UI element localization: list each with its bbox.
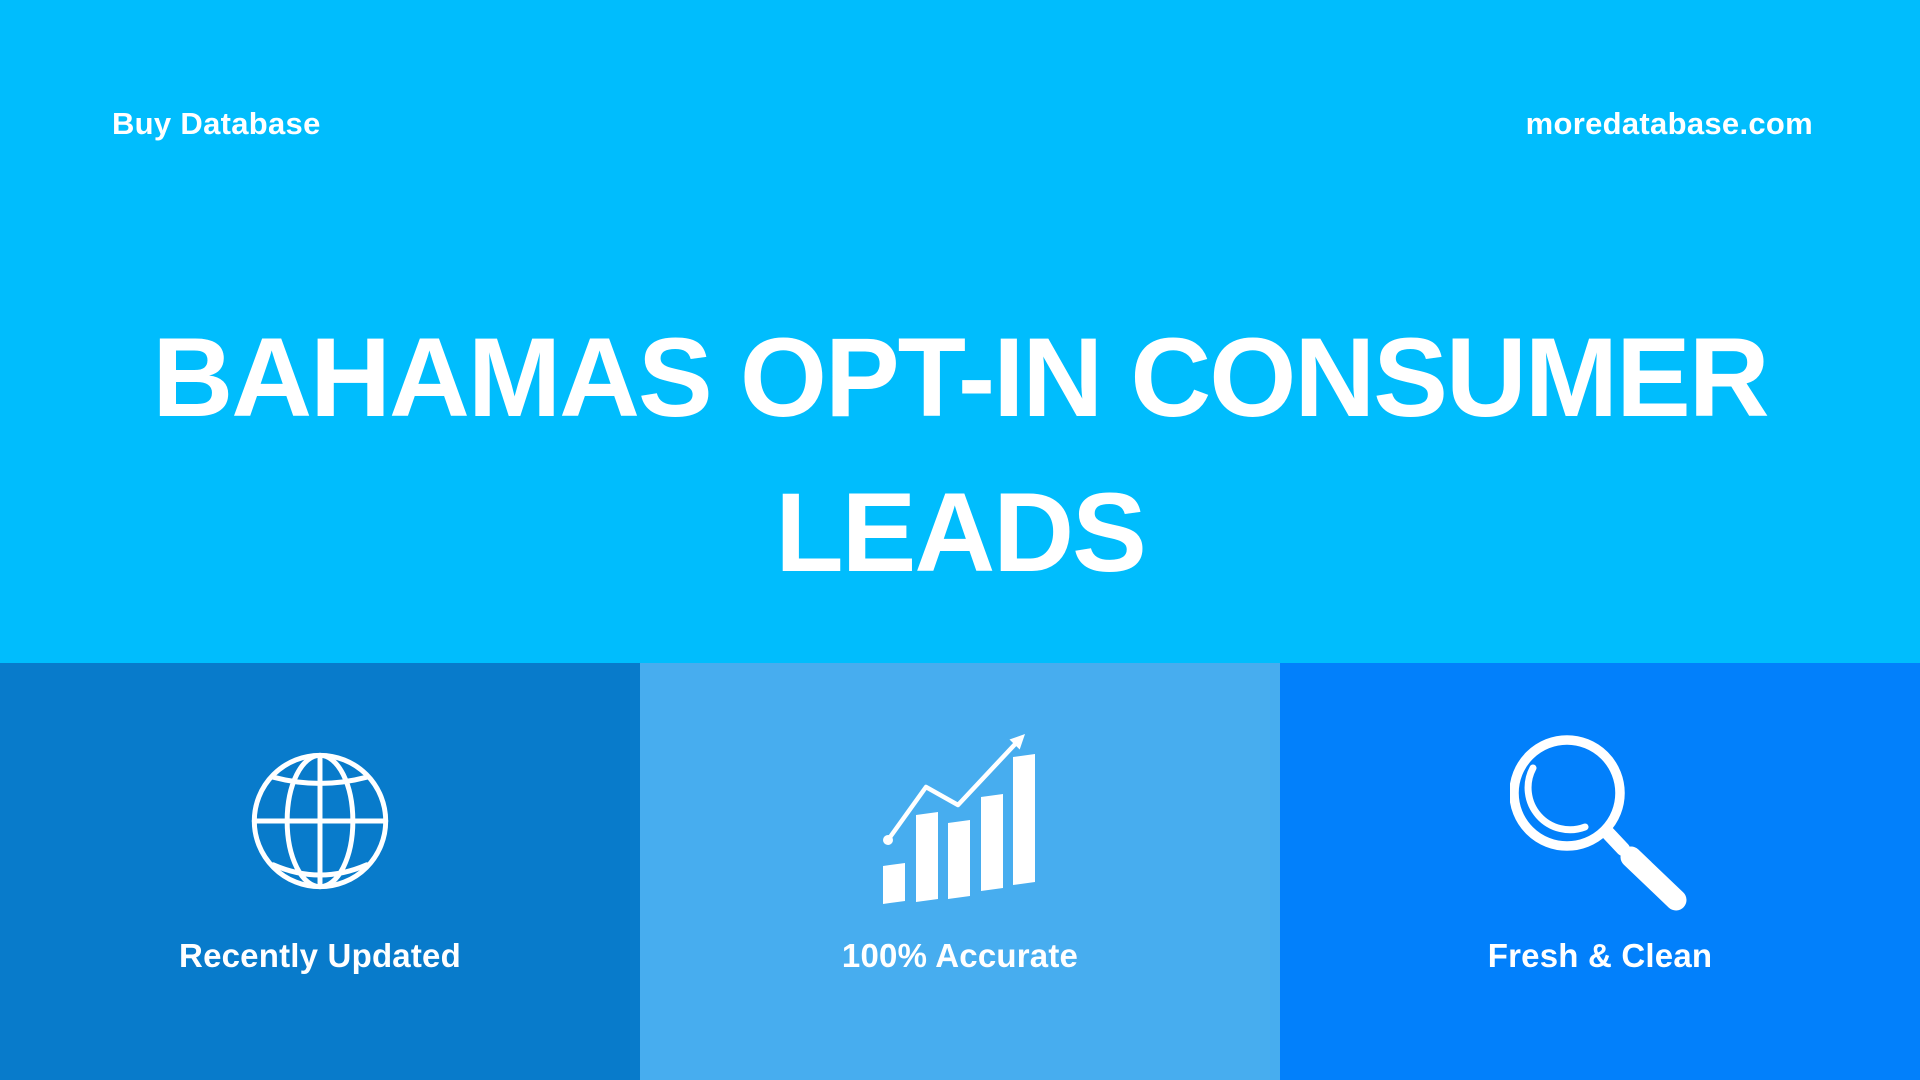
feature-label: Fresh & Clean [1487,937,1713,974]
bar-chart-growth-icon [878,732,1043,909]
page-title-line1: BAHAMAS OPT-IN CONSUMER [152,315,1769,440]
feature-panel-fresh-clean: Fresh & Clean [1280,663,1920,1080]
feature-label: 100% Accurate [841,937,1079,974]
feature-panels: Recently Updated 100 [0,663,1920,1080]
page-title: BAHAMAS OPT-IN CONSUMER LEADS [0,300,1920,610]
feature-panel-recently-updated: Recently Updated [0,663,640,1080]
globe-icon [247,748,393,894]
feature-panel-accurate: 100% Accurate [640,663,1280,1080]
feature-label: Recently Updated [179,937,461,974]
brand-label: Buy Database [112,106,321,141]
website-link[interactable]: moredatabase.com [1525,106,1813,141]
magnifier-icon [1510,728,1690,913]
page-title-line2: LEADS [775,470,1147,595]
top-bar: Buy Database moredatabase.com [0,106,1920,142]
hero-section: Buy Database moredatabase.com BAHAMAS OP… [0,0,1920,663]
